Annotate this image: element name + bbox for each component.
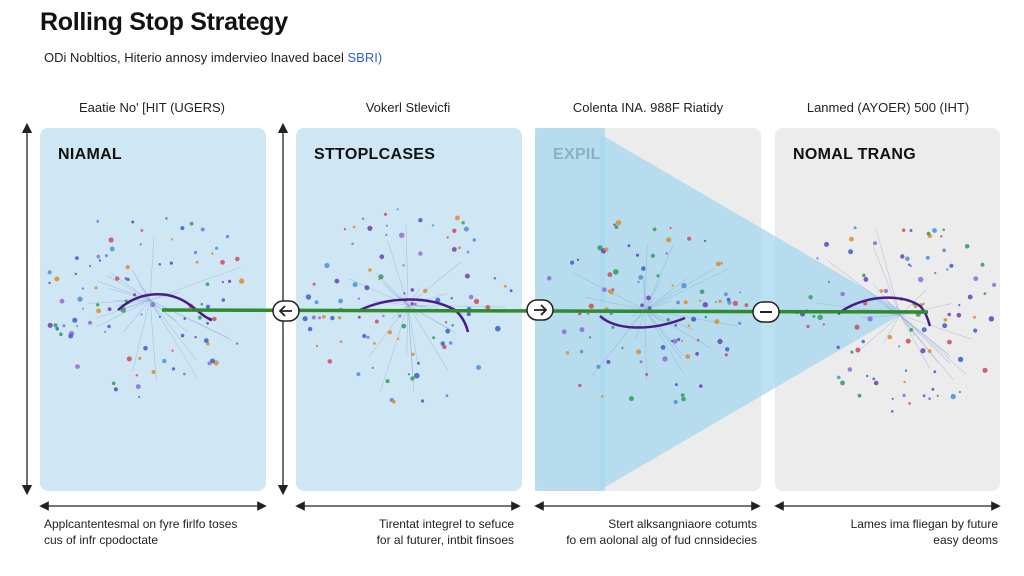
panel-stop-cases: STTOPLCASES <box>296 128 522 491</box>
page-title: Rolling Stop Strategy <box>40 8 288 36</box>
panel-normal: NIAMAL <box>40 128 266 491</box>
panel-normal-trang: NOMAL TRANG <box>775 128 1000 491</box>
panel-label: STTOPLCASES <box>314 146 436 163</box>
caption-line: fo em aolonal alg of fud cnnsidecies <box>566 533 757 547</box>
caption-line: Applcantentesmal on fyre firlfo toses <box>44 517 238 531</box>
caption-line: for al futurer, intbit finsoes <box>376 533 514 547</box>
column-heading-3: Colenta INA. 988F Riatidy <box>572 100 724 115</box>
caption-1: Applcantentesmal on fyre firlfo toses cu… <box>44 516 237 548</box>
column-heading-1: Eaatie No' [HIT (UGERS) <box>78 100 226 115</box>
column-heading-4: Lanmed (AYOER) 500 (IHT) <box>806 100 970 115</box>
panel-label: NOMAL TRANG <box>793 146 916 163</box>
page-subtitle: ODi Nobltios, Hiterio annosy imdervieo l… <box>44 50 382 65</box>
caption-line: Tirentat integrel to sefuce <box>379 517 514 531</box>
caption-line: cus of infr cpodoctate <box>44 533 159 547</box>
subtitle-accent: SBRI) <box>347 50 383 65</box>
caption-2: Tirentat integrel to sefuce for al futur… <box>300 516 514 548</box>
caption-line: easy deoms <box>933 533 998 547</box>
caption-line: Stert alksangniaore cotumts <box>608 517 757 531</box>
panel-label: EXPIL <box>553 146 601 163</box>
panel-label: NIAMAL <box>58 146 123 163</box>
caption-4: Lames ima fliegan by future easy deoms <box>779 516 998 548</box>
panel-expil: EXPIL <box>535 128 761 491</box>
column-heading-2: Vokerl Stlevicfi <box>365 100 451 115</box>
caption-3: Stert alksangniaore cotumts fo em aolona… <box>539 516 757 548</box>
subtitle-text: ODi Nobltios, Hiterio annosy imdervieo l… <box>44 50 344 65</box>
caption-line: Lames ima fliegan by future <box>850 517 998 531</box>
